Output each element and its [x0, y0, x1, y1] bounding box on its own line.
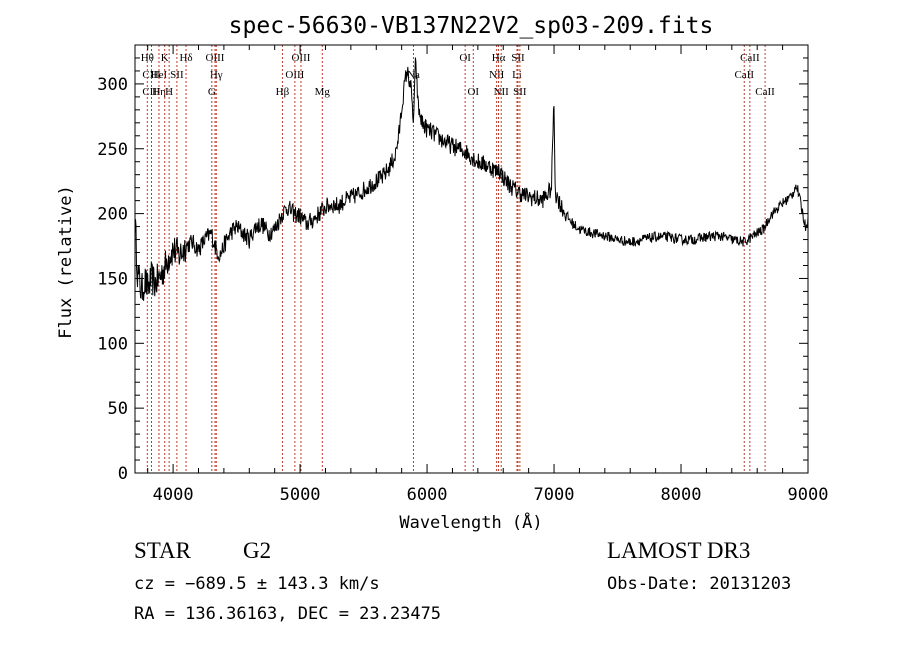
x-tick-label: 7000	[534, 485, 575, 505]
line-marker-label: CaII	[740, 52, 760, 64]
line-marker-label: CIII	[142, 86, 161, 98]
x-tick-label: 9000	[788, 485, 829, 505]
object-subclass: G2	[243, 538, 272, 563]
line-marker-label: Li	[512, 69, 522, 81]
line-marker-label: G	[208, 86, 216, 98]
line-marker-label: Hγ	[210, 69, 223, 81]
spectrum-line	[134, 57, 809, 301]
line-marker-label: Hη	[152, 86, 166, 98]
x-tick-label: 8000	[661, 485, 702, 505]
line-marker-label: NII	[494, 86, 510, 98]
y-tick-label: 150	[97, 269, 128, 289]
line-marker-label: CaII	[734, 69, 754, 81]
survey-name: LAMOST DR3	[607, 538, 751, 563]
chart-title: spec-56630-VB137N22V2_sp03-209.fits	[229, 13, 714, 39]
redshift-velocity: cz = −689.5 ± 143.3 km/s	[134, 574, 380, 594]
y-axis: 0 50 100 150 200 250 300	[97, 57, 808, 484]
line-marker-label: Hδ	[179, 52, 192, 64]
y-tick-label: 250	[97, 140, 128, 160]
line-marker-label: OIII	[291, 52, 310, 64]
observation-date: Obs-Date: 20131203	[607, 574, 792, 594]
line-marker-label: HeI	[151, 69, 168, 81]
x-tick-label: 6000	[407, 485, 448, 505]
line-marker-label: SII	[170, 69, 184, 81]
x-axis: 4000 5000 6000 7000 8000 9000	[147, 45, 829, 505]
y-tick-label: 100	[97, 334, 128, 354]
y-tick-label: 200	[97, 205, 128, 225]
plot-frame	[134, 44, 809, 474]
line-marker-label: Hβ	[276, 86, 290, 98]
line-marker-label: NII	[489, 69, 505, 81]
line-marker-label: OI	[467, 86, 479, 98]
spectrum-series	[134, 57, 809, 301]
line-marker-label: CaII	[755, 86, 775, 98]
coordinates: RA = 136.36163, DEC = 23.23475	[134, 604, 442, 624]
x-axis-label: Wavelength (Å)	[399, 511, 542, 533]
line-marker-label: Hθ	[141, 52, 154, 64]
y-tick-label: 300	[97, 75, 128, 95]
line-marker-label: Hα	[492, 52, 506, 64]
y-tick-label: 0	[118, 464, 128, 484]
line-marker-label: SII	[513, 86, 527, 98]
line-marker-label: SII	[511, 52, 525, 64]
line-marker-label: OIII	[285, 69, 304, 81]
line-marker-label: K	[161, 52, 169, 64]
x-tick-label: 4000	[153, 485, 194, 505]
line-marker-label: OI	[459, 52, 471, 64]
object-class: STAR	[134, 538, 191, 563]
y-axis-label: Flux (relative)	[56, 185, 76, 339]
line-marker-label: Mg	[315, 86, 331, 98]
y-tick-label: 50	[108, 399, 128, 419]
line-marker-label: H	[165, 86, 173, 98]
line-marker-label: OIII	[206, 52, 225, 64]
x-tick-label: 5000	[280, 485, 321, 505]
